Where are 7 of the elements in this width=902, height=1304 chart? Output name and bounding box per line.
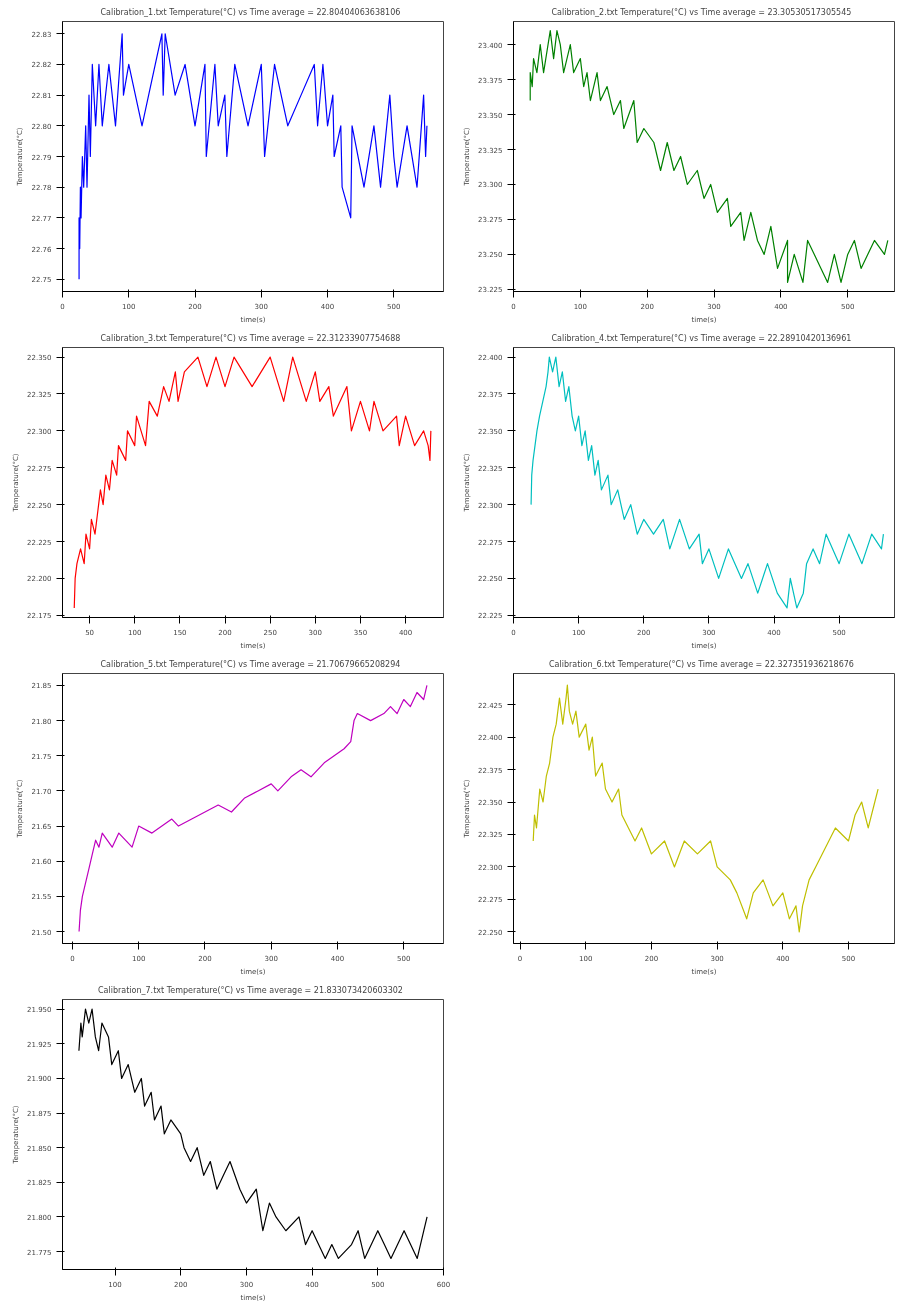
chart-title: Calibration_1.txt Temperature(°C) vs Time average = 22.80404063638106: [100, 7, 401, 17]
chart-title: Calibration_7.txt Temperature(°C) vs Time average = 21.833073420603302: [97, 985, 403, 995]
chart-title: Calibration_2.txt Temperature(°C) vs Time average = 23.30530517305545: [551, 7, 852, 17]
chart-title: Calibration_6.txt Temperature(°C) vs Time average = 22.327351936218676: [548, 659, 854, 669]
chart-title: Calibration_5.txt Temperature(°C) vs Time average = 21.70679665208294: [100, 659, 401, 669]
chart-title: Calibration_4.txt Temperature(°C) vs Time average = 22.28910420136961: [551, 333, 852, 343]
chart-title: Calibration_3.txt Temperature(°C) vs Time average = 22.31233907754688: [100, 333, 401, 343]
